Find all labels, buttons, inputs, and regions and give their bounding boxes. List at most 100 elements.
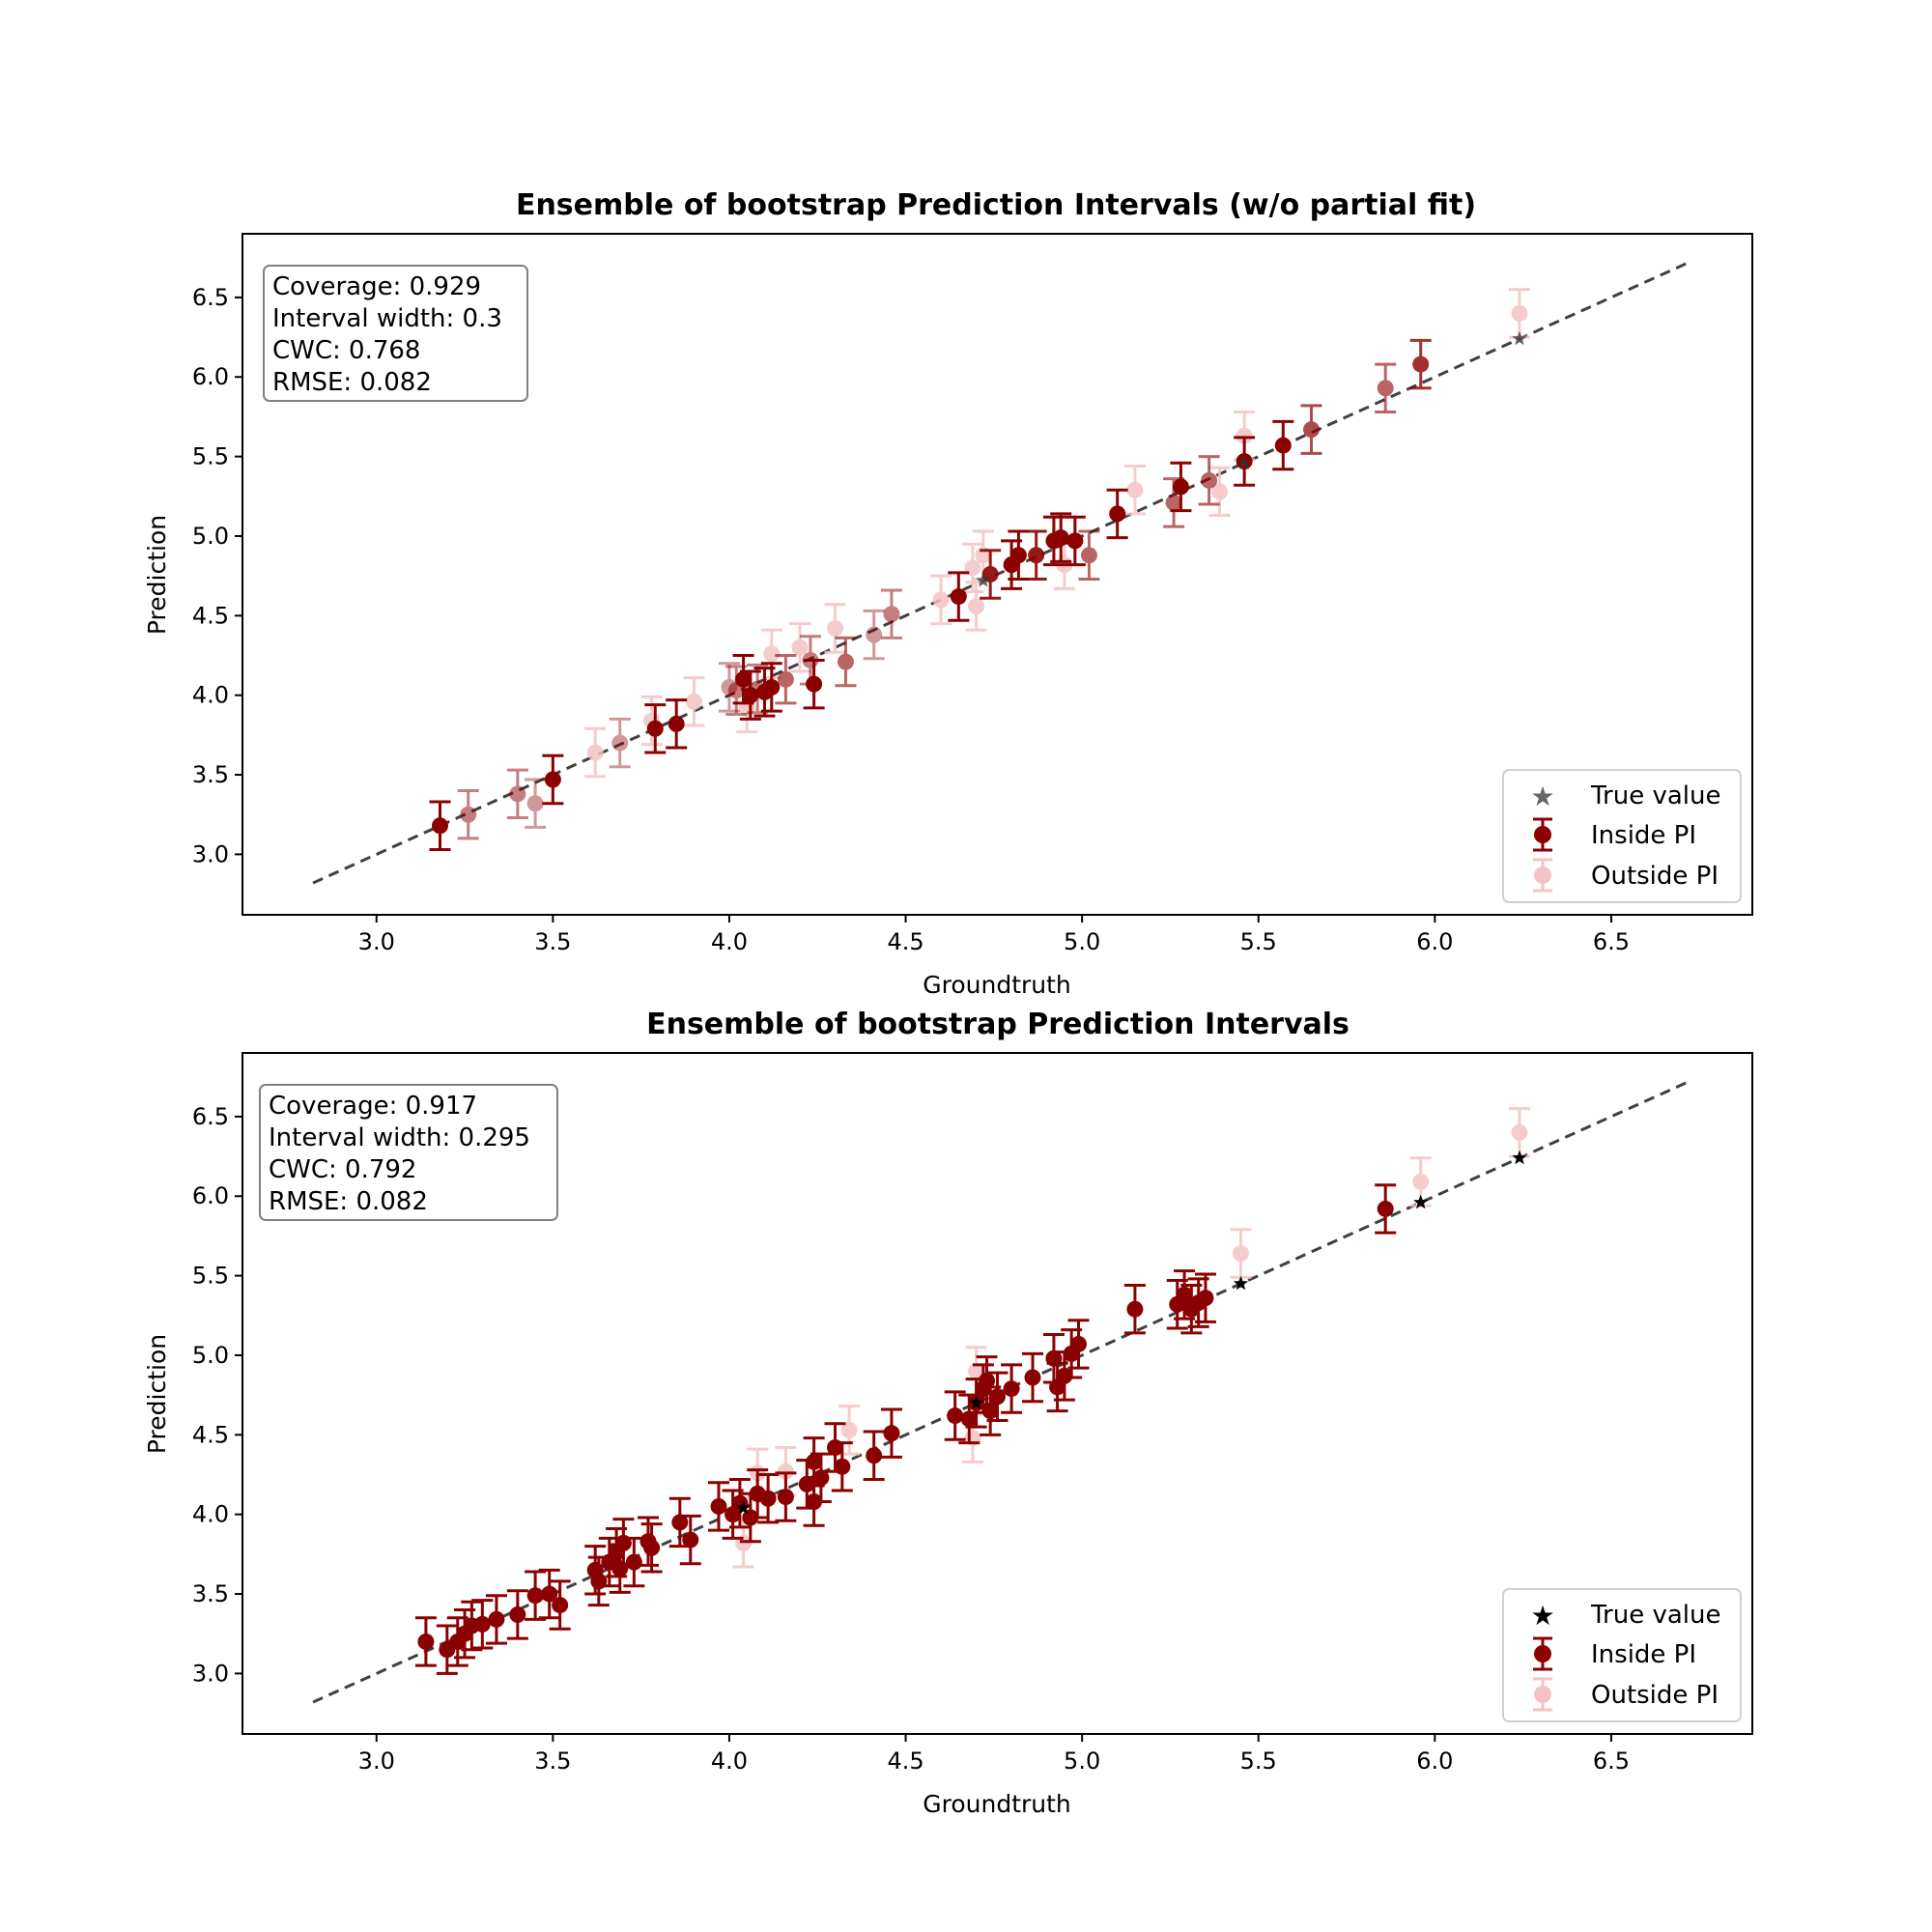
point-marker — [1377, 1200, 1394, 1217]
inside-point — [1300, 404, 1322, 455]
point-marker — [1274, 437, 1292, 454]
x-tick-label: 5.0 — [1064, 1747, 1100, 1775]
point-marker — [968, 1362, 985, 1379]
y-tick-label: 5.0 — [192, 1342, 229, 1369]
x-tick-label: 5.5 — [1240, 928, 1277, 955]
point-marker — [526, 795, 544, 812]
point-marker — [981, 1403, 999, 1420]
x-axis-label: Groundtruth — [923, 971, 1071, 999]
true-value-star — [1512, 330, 1527, 346]
point-marker — [682, 1531, 699, 1548]
point-marker — [837, 653, 854, 670]
point-marker — [1176, 1286, 1193, 1303]
inside-point — [944, 1390, 966, 1441]
x-axis-label: Groundtruth — [923, 1790, 1071, 1818]
inside-point — [538, 1568, 560, 1620]
inside-point — [429, 800, 451, 851]
outside-point — [1409, 1156, 1432, 1208]
chart-title: Ensemble of bootstrap Prediction Interva… — [646, 1008, 1350, 1041]
inside-point — [775, 654, 797, 705]
inside-point — [549, 1579, 571, 1631]
axis-ticks: 3.0 3.5 4.0 4.5 5.0 5.5 6.0 6.5 3.0 3.5 4.0 4.5 5.0 5… — [192, 1103, 1630, 1775]
x-tick-label: 4.0 — [711, 1747, 748, 1775]
inside-point — [666, 698, 688, 750]
inside-point — [1067, 1319, 1090, 1370]
legend: ★ True value Inside PI Outside PI — [1502, 769, 1742, 903]
inside-point — [525, 778, 547, 829]
point-marker — [611, 734, 629, 752]
inside-point — [747, 1468, 769, 1520]
plot-area — [312, 261, 1690, 885]
stats-rmse: RMSE: 0.082 — [272, 368, 432, 397]
axes-frame — [242, 233, 1753, 916]
y-axis-label: Prediction — [143, 515, 171, 635]
chart-panel-bottom: Ensemble of bootstrap Prediction Interva… — [143, 1008, 1753, 1818]
point-marker — [586, 744, 604, 761]
inside-point — [471, 1599, 494, 1650]
inside-point — [1170, 461, 1192, 513]
inside-point — [1050, 512, 1072, 563]
y-tick-label: 5.5 — [192, 1263, 229, 1290]
point-marker — [552, 1597, 569, 1614]
point-marker — [1126, 481, 1144, 498]
true-value-star — [1413, 1194, 1429, 1209]
inside-point — [775, 1471, 797, 1522]
point-marker — [950, 588, 967, 606]
point-marker — [1024, 1369, 1041, 1386]
legend-outside-pi: Outside PI — [1591, 862, 1719, 891]
inside-point — [1106, 488, 1128, 540]
point-marker — [759, 1490, 777, 1507]
point-marker — [1201, 471, 1218, 489]
point-marker — [625, 1553, 642, 1571]
stats-coverage: Coverage: 0.929 — [272, 272, 481, 301]
point-marker — [932, 591, 950, 609]
point-marker — [834, 1458, 851, 1475]
point-marker — [1511, 304, 1528, 322]
inside-point — [760, 662, 782, 713]
x-tick-label: 6.0 — [1416, 928, 1453, 955]
y-tick-label: 5.0 — [192, 523, 229, 550]
x-tick-label: 6.5 — [1593, 1747, 1630, 1775]
inside-point — [1194, 1272, 1216, 1323]
point-marker — [473, 1615, 491, 1633]
outside-point — [930, 574, 952, 626]
point-marker — [866, 1447, 883, 1464]
point-marker — [460, 806, 477, 823]
legend-true-value-marker: ★ — [1530, 781, 1554, 812]
inside-point — [1123, 1283, 1146, 1335]
stats-rmse: RMSE: 0.082 — [269, 1187, 428, 1216]
inside-point — [976, 1355, 998, 1406]
y-axis-label: Prediction — [143, 1334, 171, 1454]
point-marker — [989, 1388, 1006, 1406]
point-marker — [1232, 1245, 1249, 1263]
inside-point — [1022, 1351, 1044, 1404]
inside-point — [757, 1473, 780, 1524]
inside-point — [880, 588, 902, 639]
point-marker — [1056, 1367, 1073, 1384]
point-marker — [840, 1421, 858, 1438]
point-marker — [1003, 1380, 1020, 1398]
diagonal-line — [312, 261, 1690, 885]
stats-cwc: CWC: 0.768 — [272, 336, 420, 365]
inside-point — [863, 1430, 885, 1481]
y-tick-label: 6.5 — [192, 1103, 229, 1130]
x-tick-label: 4.5 — [887, 928, 923, 955]
point-marker — [883, 606, 900, 623]
chart-panel-top: Ensemble of bootstrap Prediction Interva… — [143, 188, 1753, 999]
point-marker — [417, 1633, 435, 1650]
point-marker — [968, 597, 985, 614]
outside-point — [584, 726, 607, 779]
inside-point — [1001, 1363, 1023, 1414]
point-marker — [763, 645, 781, 663]
stats-box-frame — [259, 1084, 558, 1221]
point-marker — [1126, 1300, 1144, 1318]
point-marker — [763, 678, 781, 696]
legend-frame — [1502, 1588, 1742, 1722]
outside-point — [1508, 288, 1530, 339]
inside-point — [1025, 529, 1047, 581]
inside-point — [679, 1514, 701, 1566]
legend-outside-marker — [1533, 1677, 1552, 1712]
point-marker — [1069, 1335, 1087, 1352]
x-tick-label: 3.5 — [534, 1747, 571, 1775]
